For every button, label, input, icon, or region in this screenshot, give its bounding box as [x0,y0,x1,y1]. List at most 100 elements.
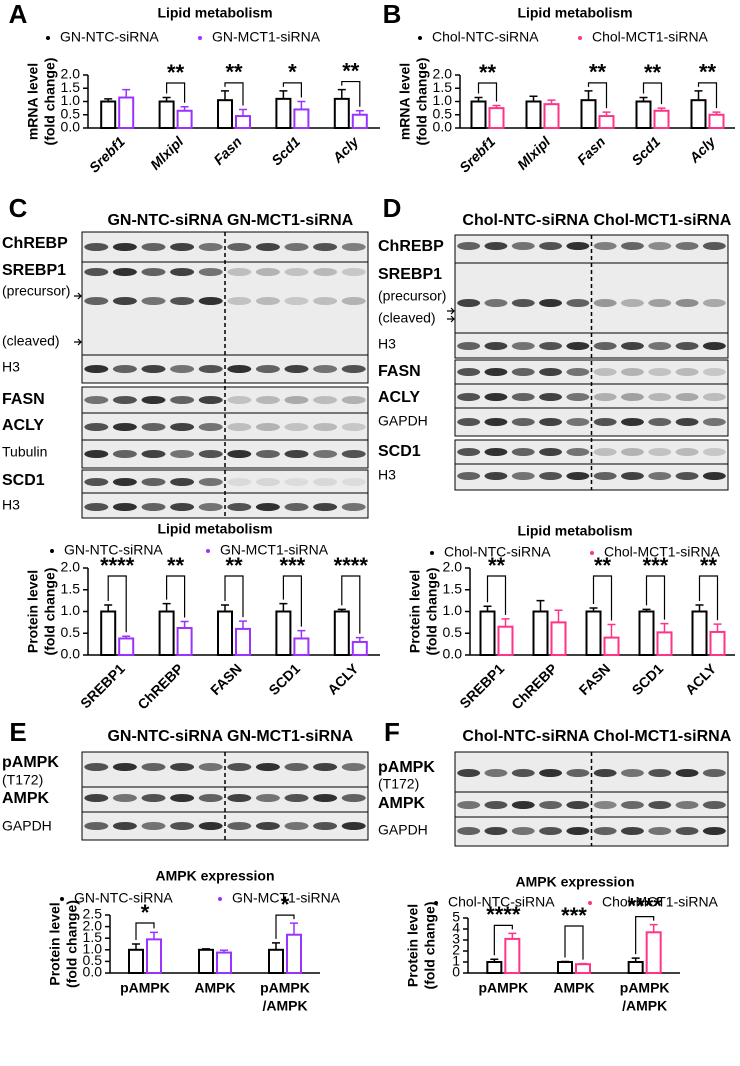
bar [557,961,573,974]
panel-letter: C [9,193,28,223]
blot-band [170,365,195,373]
error-bar [657,107,666,111]
y-tick-label: 2.0 [61,66,81,82]
blot-row-label: (cleaved) [378,310,436,326]
x-tick-label: pAMPK [620,980,670,996]
blot-band [84,423,109,431]
y-axis-label: (fold change) [424,568,440,656]
blot-band [457,801,481,809]
blot-band [648,801,672,809]
bar [603,636,620,656]
y-tick-label: 1.0 [61,602,81,618]
blot-band [511,342,535,350]
error-bar [279,90,288,99]
blot-band [484,801,508,809]
blot-row-label: GAPDH [378,413,428,429]
y-tick-label: 0.0 [83,964,103,980]
blot-arrow [447,315,455,323]
blot-band [284,243,309,251]
blot-band [341,478,366,486]
blot-band [341,503,366,511]
blot-band [170,763,195,771]
blot-band [593,368,617,376]
blot-band [457,368,481,376]
y-tick-label: 0.0 [61,119,81,135]
significance-label: **** [334,553,369,578]
y-axis-label: Protein level [47,902,63,985]
significance-bracket [635,916,655,955]
blot-band [313,243,338,251]
blot-band [511,801,535,809]
blot-header: GN-MCT1-siRNA [227,212,354,229]
y-axis-label: Protein level [407,570,423,653]
blot-band [484,448,508,456]
blot-band [593,342,617,350]
blot-row-label: H3 [2,359,20,375]
blot-band [457,769,481,777]
y-tick-label: 1.0 [433,92,453,108]
blot-band [198,763,223,771]
blot-band [484,368,508,376]
error-bar [695,604,704,612]
blot-band [341,423,366,431]
bar [479,610,496,656]
blot-row-label: ChREBP [378,238,444,255]
y-tick-label: 1.0 [61,92,81,108]
significance-bracket [282,82,302,98]
y-tick-label: 3 [452,931,460,947]
error-bar [104,604,113,612]
blot-band [593,393,617,401]
blot-band [539,393,563,401]
blot-row-label: pAMPK [378,759,435,776]
bar [638,610,655,656]
chart-title: Lipid metabolism [517,5,632,21]
significance-label: ** [342,58,360,83]
blot-band [198,297,223,305]
x-tick-label: Scd1 [628,133,663,168]
blot-band [141,450,166,458]
significance-bracket [107,575,127,633]
blot-band [511,827,535,835]
x-tick-label: AMPK [553,980,594,996]
blot-band [255,423,280,431]
error-bar [639,96,648,102]
bar [486,961,503,974]
blot-band [702,242,726,250]
error-bar [355,110,364,115]
blot-band [539,801,563,809]
significance-bracket [587,82,608,109]
blot-band [284,365,309,373]
blot-band [539,242,563,250]
blot-band [284,478,309,486]
blot-band [457,418,481,426]
legend-marker [46,36,50,40]
x-tick-label: /AMPK [622,998,667,1014]
blot-band [255,450,280,458]
error-bar [501,618,510,627]
legend-marker [434,901,438,905]
legend-marker [430,551,434,555]
blot-band [702,393,726,401]
x-tick-label: AMPK [194,980,235,996]
blot-band [170,450,195,458]
y-axis-label: mRNA level [25,63,41,140]
significance-label: ** [225,60,243,85]
error-bar [584,90,593,101]
blot-band [227,478,252,486]
blot-band [648,472,672,480]
significance-bracket [645,575,666,620]
blot-row-label: (cleaved) [2,333,60,349]
error-bar [508,932,517,939]
x-tick-label: ACLY [324,660,362,698]
blot-band [675,769,699,777]
x-tick-label: Srebf1 [456,133,498,175]
significance-label: *** [561,903,587,928]
blot-band [198,450,223,458]
blot-band [620,827,644,835]
legend-label: Chol-MCT1-siRNA [592,29,709,45]
y-tick-label: 0.5 [433,105,453,121]
x-tick-label: ChREBP [134,660,186,712]
error-bar [180,620,189,629]
blot-box [81,231,369,356]
